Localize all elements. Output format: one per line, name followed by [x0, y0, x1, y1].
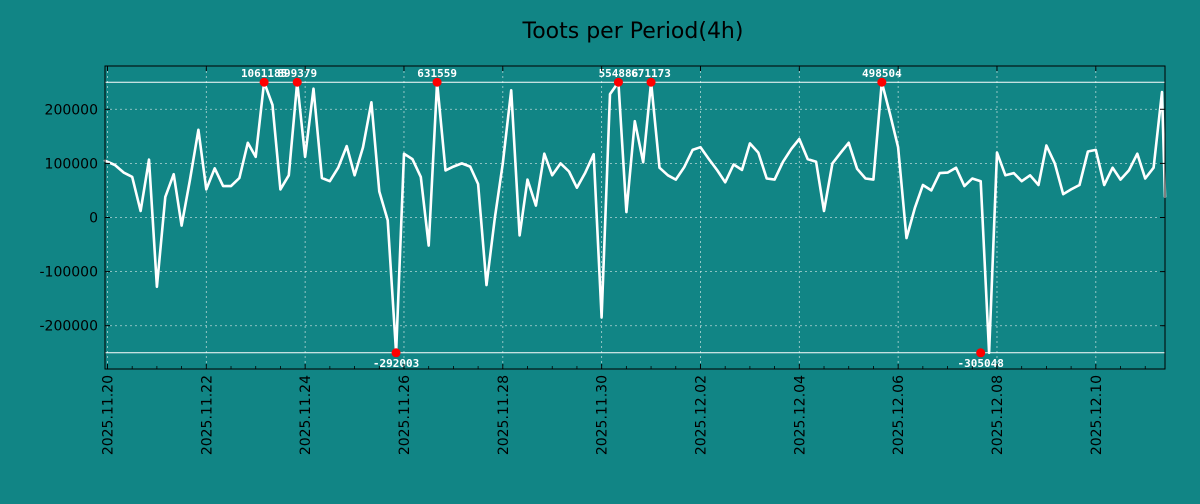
annotation-label: 671173: [631, 67, 671, 80]
series-line-toots: [103, 80, 1167, 355]
annotation-label: 498504: [862, 67, 902, 80]
x-tick-label: 2025.12.02: [693, 375, 709, 455]
x-tick-label: 2025.12.06: [891, 375, 907, 455]
annotation-label: 631559: [417, 67, 457, 80]
chart-title: Toots per Period(4h): [522, 19, 744, 44]
x-tick-label: 2025.12.04: [792, 375, 808, 455]
y-tick-label: -100000: [40, 265, 99, 281]
x-tick-label: 2025.11.22: [199, 375, 215, 455]
annotation-label: -305048: [957, 357, 1003, 370]
annotation-label: 554886: [599, 67, 639, 80]
axes: -200000 -100000 0 100000 200000 2025.11.20 202…: [40, 66, 1165, 455]
annotation-label: 899379: [277, 67, 317, 80]
clipped-point-marker: [391, 348, 401, 358]
plot-frame: [104, 65, 1166, 370]
marker-layer: [259, 77, 986, 358]
series-layer: [103, 80, 1167, 355]
x-tick-label: 2025.11.24: [298, 375, 314, 455]
clipped-point-marker: [259, 77, 269, 87]
x-tick-label: 2025.11.26: [397, 375, 413, 455]
clipped-point-marker: [976, 348, 986, 358]
clipped-point-marker: [292, 77, 302, 87]
clipped-point-marker: [613, 77, 623, 87]
x-tick-label: 2025.11.28: [496, 375, 512, 455]
grid: [105, 66, 1165, 369]
x-tick-label: 2025.12.08: [990, 375, 1006, 455]
x-tick-label: 2025.11.30: [595, 375, 611, 455]
clipped-point-marker: [877, 77, 887, 87]
y-tick-label: 100000: [45, 156, 98, 172]
annotation-label: 1061185: [241, 67, 287, 80]
annotation-label: -292003: [373, 357, 419, 370]
x-tick-label: 2025.12.10: [1089, 375, 1105, 455]
y-tick-label: 200000: [45, 102, 98, 118]
x-tick-label: 2025.11.20: [100, 375, 116, 455]
y-tick-label: 0: [89, 211, 98, 227]
clipped-point-marker: [432, 77, 442, 87]
y-tick-label: -200000: [40, 319, 99, 335]
clipped-point-marker: [646, 77, 656, 87]
